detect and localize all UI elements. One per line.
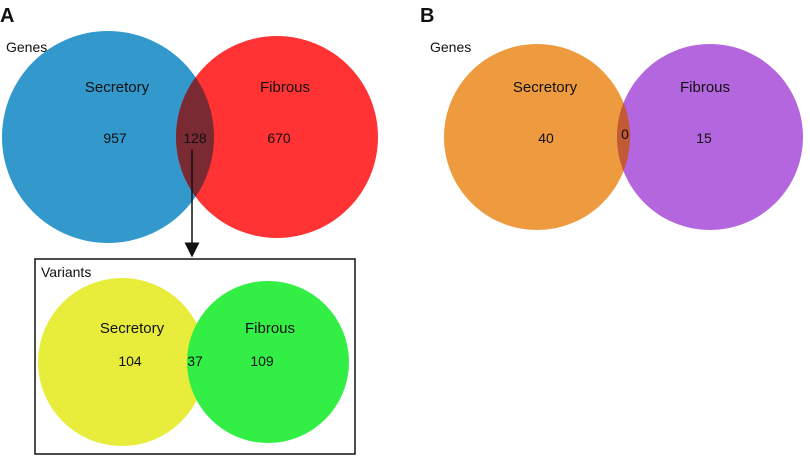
label-fibrous-variants: Fibrous	[245, 320, 295, 337]
count-secretory-genes-a: 957	[103, 130, 127, 146]
count-overlap-genes-b: 0	[621, 126, 629, 142]
label-secretory-genes-a: Secretory	[85, 79, 150, 96]
count-fibrous-genes-a: 670	[267, 130, 291, 146]
circle-secretory-genes-b	[444, 44, 630, 230]
count-fibrous-variants: 109	[250, 353, 274, 369]
count-overlap-genes-a: 128	[183, 130, 207, 146]
label-fibrous-genes-b: Fibrous	[680, 79, 730, 96]
panel-b-genes-title: Genes	[430, 39, 471, 55]
circle-fibrous-genes-b	[617, 44, 803, 230]
circle-fibrous-variants	[187, 281, 349, 443]
label-secretory-variants: Secretory	[100, 320, 165, 337]
venn-variants-a	[38, 278, 349, 446]
panel-a-genes-title: Genes	[6, 39, 47, 55]
label-fibrous-genes-a: Fibrous	[260, 79, 310, 96]
variants-box	[34, 258, 356, 455]
circle-fibrous-genes-a	[176, 36, 378, 238]
panel-b-label: B	[420, 5, 434, 27]
count-secretory-genes-b: 40	[538, 130, 554, 146]
circle-secretory-genes-a	[2, 31, 214, 243]
panel-a-label: A	[0, 5, 14, 27]
count-overlap-variants: 37	[187, 353, 203, 369]
circle-secretory-variants	[38, 278, 206, 446]
count-fibrous-genes-b: 15	[696, 130, 712, 146]
label-secretory-genes-b: Secretory	[513, 79, 578, 96]
variants-title: Variants	[41, 264, 91, 280]
count-secretory-variants: 104	[118, 353, 142, 369]
venn-genes-a	[2, 31, 378, 243]
venn-genes-b	[444, 44, 803, 230]
